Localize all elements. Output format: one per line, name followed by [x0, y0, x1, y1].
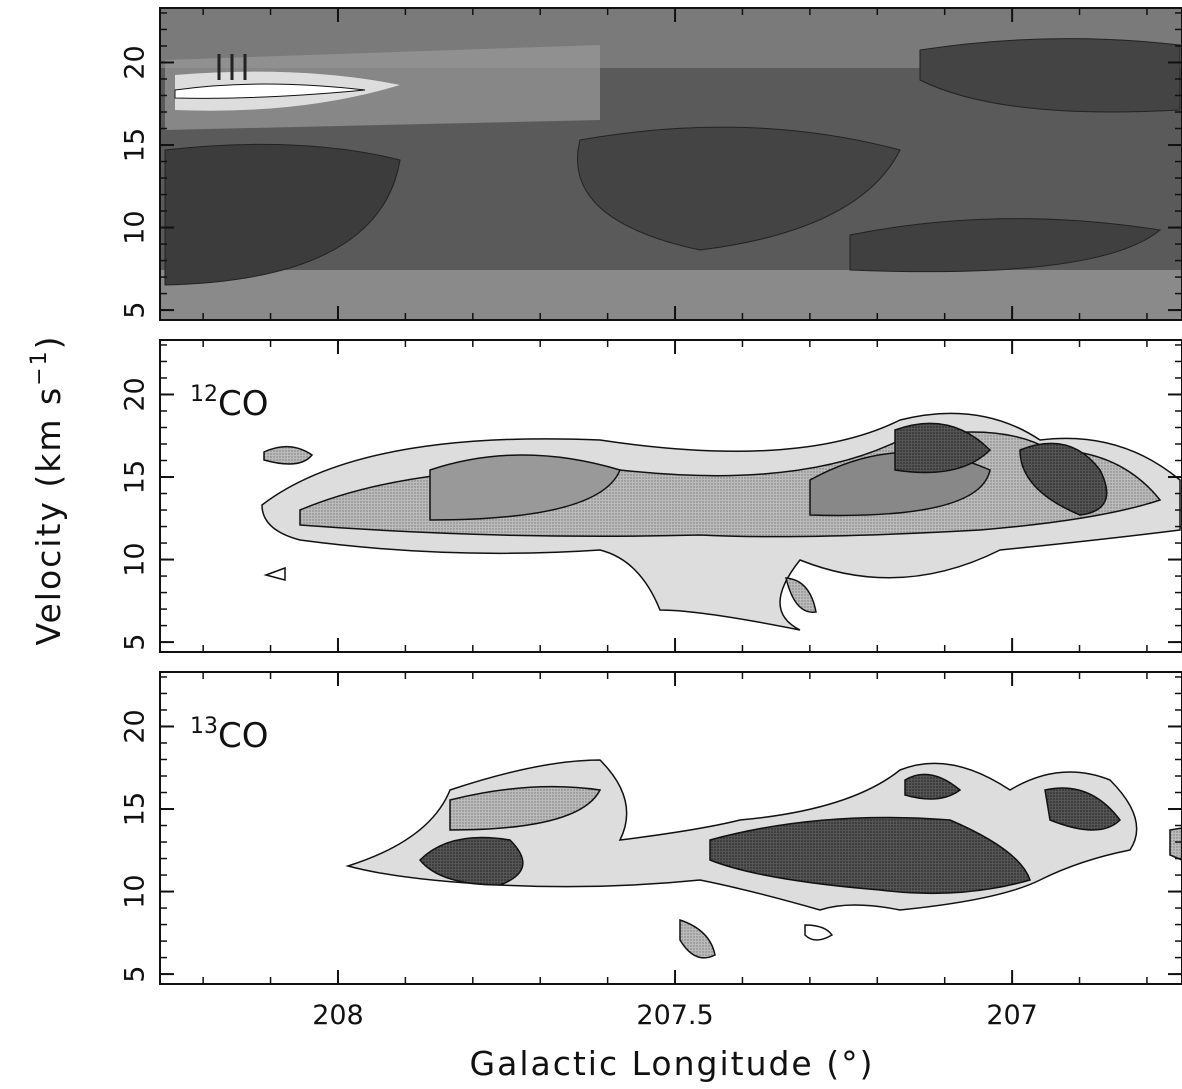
panel-frame: [159, 339, 1182, 653]
x-tick-label: 208: [312, 1000, 364, 1031]
x-axis-title: Galactic Longitude (°): [470, 1044, 875, 1083]
x-tick-label: 207.5: [636, 1000, 713, 1031]
y-tick-label: 5: [120, 634, 151, 651]
y-tick-label: 5: [120, 302, 151, 319]
panel-label: 12CO: [190, 382, 269, 424]
x-tick-label: 207: [986, 1000, 1038, 1031]
y-tick-label: 15: [120, 460, 151, 494]
panel-1-image: [160, 8, 1182, 320]
label-species: CO: [218, 716, 269, 756]
y-tick-label: 20: [120, 45, 151, 79]
y-axis-title-part: −1: [27, 349, 52, 385]
label-mass: 12: [190, 382, 218, 407]
y-tick-label: 15: [120, 792, 151, 826]
y-axis-title-part: ): [29, 334, 68, 349]
panel-frame: [159, 671, 1182, 985]
label-mass: 13: [190, 714, 218, 739]
y-tick-label: 15: [120, 128, 151, 162]
y-tick-label: 20: [120, 377, 151, 411]
panel-2-contours: [261, 412, 1181, 631]
y-tick-label: 10: [120, 542, 151, 576]
y-tick-label: 10: [120, 874, 151, 908]
y-tick-label: 10: [120, 210, 151, 244]
y-tick-label: 20: [120, 709, 151, 743]
y-axis-title-part: Velocity (km s: [29, 386, 68, 646]
label-species: CO: [218, 384, 269, 424]
panel-label: 13CO: [190, 714, 269, 756]
panel-3-contours: [345, 759, 1182, 959]
panel-frame: [159, 7, 1182, 321]
y-tick-label: 5: [120, 966, 151, 983]
y-axis-title: Velocity (km s−1): [27, 334, 68, 645]
